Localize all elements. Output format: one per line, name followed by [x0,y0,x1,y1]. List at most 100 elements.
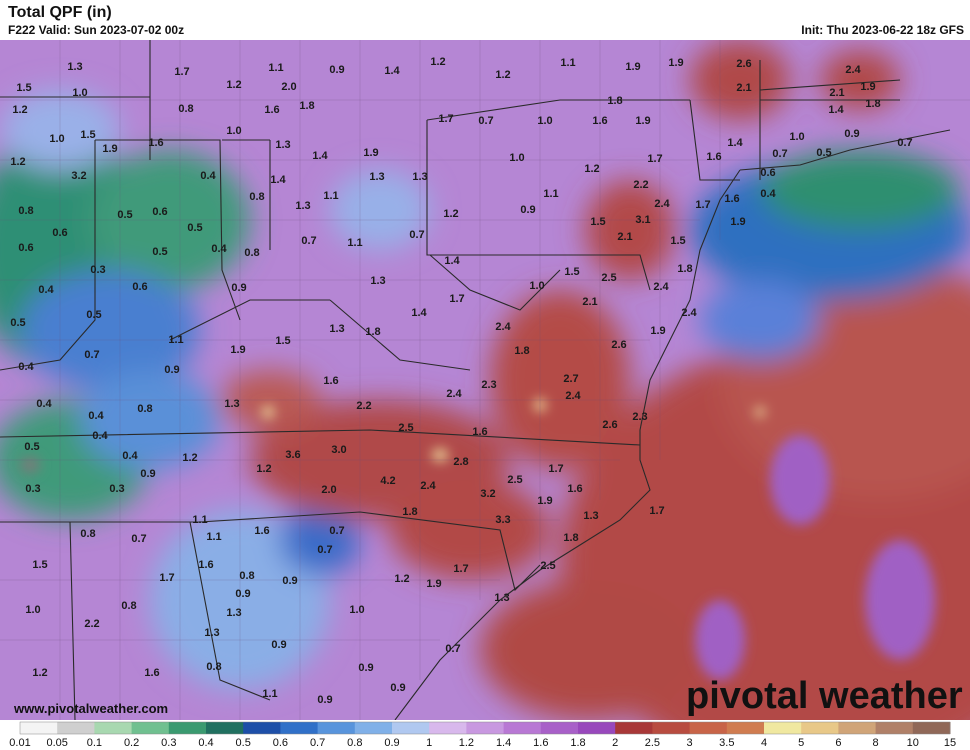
qpf-label: 1.9 [625,61,640,73]
qpf-label: 2.2 [84,618,99,630]
qpf-label: 1.3 [329,323,344,335]
qpf-label: 1.6 [706,151,721,163]
qpf-label: 2.0 [281,81,296,93]
qpf-label: 2.8 [453,456,468,468]
qpf-label: 1.2 [394,573,409,585]
qpf-label: 0.8 [178,103,193,115]
colorbar-label: 0.01 [9,737,30,749]
qpf-label: 1.7 [438,113,453,125]
qpf-label: 0.5 [10,317,25,329]
qpf-label: 1.3 [583,510,598,522]
colorbar-label: 1.8 [570,737,585,749]
qpf-label: 0.6 [760,167,775,179]
qpf-label: 1.0 [72,87,87,99]
qpf-label: 1.3 [370,275,385,287]
colorbar-swatch [615,722,653,734]
qpf-label: 0.4 [18,361,34,373]
qpf-label: 2.4 [565,390,581,402]
qpf-label: 1.5 [670,235,685,247]
qpf-label: 1.6 [148,137,163,149]
qpf-label: 2.1 [582,296,597,308]
colorbar-swatch [131,722,170,734]
qpf-label: 1.4 [411,307,427,319]
colorbar-label: 0.05 [46,737,67,749]
qpf-label: 0.4 [211,243,227,255]
qpf-label: 1.2 [226,79,241,91]
qpf-label: 1.8 [299,100,314,112]
qpf-label: 1.0 [25,604,40,616]
colorbar-swatch [801,722,839,734]
qpf-label: 0.8 [239,570,254,582]
colorbar-swatch [726,722,765,734]
colorbar-swatch [466,722,505,734]
qpf-label: 0.7 [84,349,99,361]
qpf-label: 0.6 [152,206,167,218]
qpf-label: 1.0 [509,152,524,164]
qpf-label: 1.8 [677,263,692,275]
qpf-label: 1.6 [323,375,338,387]
qpf-label: 1.1 [543,188,558,200]
qpf-label: 2.6 [611,339,626,351]
qpf-label: 2.1 [829,87,844,99]
qpf-label: 1.5 [564,266,579,278]
colorbar-label: 0.7 [310,737,325,749]
qpf-label: 2.4 [845,64,861,76]
qpf-label: 1.1 [206,531,221,543]
qpf-label: 2.0 [321,484,336,496]
qpf-label: 1.4 [444,255,460,267]
qpf-label: 1.1 [268,62,283,74]
colorbar-frame [19,721,951,735]
qpf-label: 1.2 [182,452,197,464]
colorbar-label: 1.6 [533,737,548,749]
qpf-label: 0.7 [478,115,493,127]
qpf-label: 1.2 [32,667,47,679]
qpf-label: 1.2 [12,104,27,116]
qpf-label: 1.6 [198,559,213,571]
qpf-label: 1.2 [584,163,599,175]
map [0,40,970,720]
colorbar-label: 3.5 [719,737,734,749]
qpf-label: 1.6 [592,115,607,127]
colorbar-swatch [764,722,802,734]
colorbar-swatch [689,722,728,734]
qpf-label: 0.5 [152,246,167,258]
qpf-label: 1.8 [865,98,880,110]
colorbar-swatch [503,722,542,734]
qpf-label: 0.7 [317,544,332,556]
qpf-label: 1.8 [402,506,417,518]
colorbar-swatch [392,722,430,734]
qpf-label: 0.7 [772,148,787,160]
qpf-label: 1.1 [168,334,183,346]
colorbar-label: 15 [944,737,956,749]
qpf-label: 0.5 [187,222,202,234]
qpf-label: 2.3 [632,411,647,423]
qpf-label: 1.3 [369,171,384,183]
colorbar-label: 0.8 [347,737,362,749]
qpf-label: 3.0 [331,444,346,456]
colorbar-swatch [243,722,281,734]
qpf-label: 0.9 [235,588,250,600]
colorbar-swatch [875,722,914,734]
qpf-label: 2.6 [602,419,617,431]
qpf-label: 0.7 [897,137,912,149]
colorbar-label: 0.2 [124,737,139,749]
colorbar: 0.01 0.05 0.1 0.2 0.3 0.4 0.5 0.6 0.7 0.8 0.9 1 1.2 1… [9,721,956,749]
qpf-label: 0.9 [271,639,286,651]
colorbar-label: 2 [612,737,618,749]
colorbar-swatch [540,722,579,734]
qpf-labels: 1.3 1.7 1.1 0.9 1.4 1.2 1.2 1.1 1.9 1.9 2.6 2.4 1.5 1… [10,56,912,706]
qpf-label: 1.7 [453,563,468,575]
qpf-label: 0.8 [18,205,33,217]
qpf-label: 0.4 [200,170,216,182]
qpf-label: 0.7 [301,235,316,247]
qpf-label: 1.5 [32,559,47,571]
qpf-label: 0.5 [816,147,831,159]
qpf-label: 1.5 [590,216,605,228]
colorbar-swatch [168,722,207,734]
site-url: www.pivotalweather.com [13,701,168,716]
qpf-label: 2.5 [601,272,616,284]
qpf-label: 1.6 [472,426,487,438]
qpf-label: 0.4 [760,188,776,200]
qpf-label: 1.9 [668,57,683,69]
qpf-label: 1.9 [230,344,245,356]
